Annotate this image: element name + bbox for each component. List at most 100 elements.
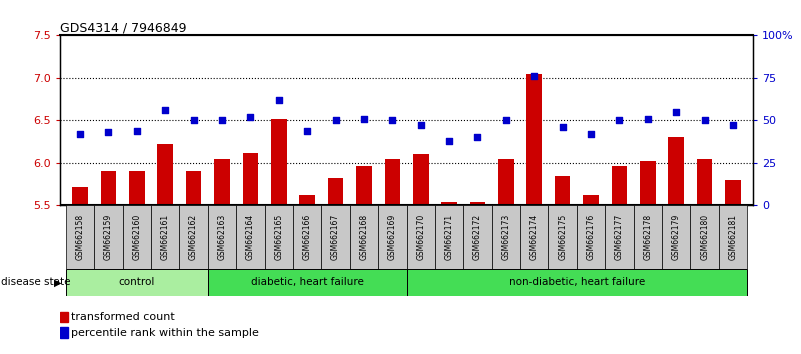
Point	[215, 118, 228, 123]
FancyBboxPatch shape	[406, 205, 435, 269]
Point	[698, 118, 711, 123]
Bar	[129, 171, 144, 205]
Bar	[72, 187, 88, 205]
Point	[131, 128, 143, 133]
Bar	[526, 74, 542, 205]
Bar	[60, 312, 68, 322]
Point	[556, 124, 569, 130]
FancyBboxPatch shape	[151, 205, 179, 269]
Text: GSM662168: GSM662168	[360, 214, 368, 260]
Bar	[725, 180, 741, 205]
Bar	[186, 171, 201, 205]
Bar	[271, 119, 287, 205]
FancyBboxPatch shape	[293, 205, 321, 269]
FancyBboxPatch shape	[406, 269, 747, 296]
Bar	[612, 166, 627, 205]
Point	[500, 118, 513, 123]
Bar	[157, 144, 173, 205]
Text: GSM662177: GSM662177	[615, 214, 624, 260]
Bar	[384, 159, 400, 205]
FancyBboxPatch shape	[350, 205, 378, 269]
FancyBboxPatch shape	[577, 205, 606, 269]
Text: GSM662174: GSM662174	[529, 214, 539, 260]
Point	[300, 128, 313, 133]
Point	[443, 138, 456, 144]
FancyBboxPatch shape	[236, 205, 264, 269]
Text: disease state: disease state	[1, 277, 70, 287]
FancyBboxPatch shape	[378, 205, 406, 269]
FancyBboxPatch shape	[549, 205, 577, 269]
Text: GSM662172: GSM662172	[473, 214, 482, 260]
FancyBboxPatch shape	[179, 205, 207, 269]
FancyBboxPatch shape	[66, 269, 207, 296]
Point	[244, 114, 257, 120]
FancyBboxPatch shape	[634, 205, 662, 269]
Point	[74, 131, 87, 137]
Bar	[583, 195, 599, 205]
FancyBboxPatch shape	[463, 205, 492, 269]
Text: GSM662160: GSM662160	[132, 214, 141, 260]
Point	[159, 107, 171, 113]
Text: GSM662179: GSM662179	[672, 214, 681, 260]
Bar	[498, 159, 513, 205]
Point	[471, 135, 484, 140]
Text: GSM662175: GSM662175	[558, 214, 567, 260]
FancyBboxPatch shape	[606, 205, 634, 269]
FancyBboxPatch shape	[95, 205, 123, 269]
Point	[528, 73, 541, 79]
FancyBboxPatch shape	[321, 205, 350, 269]
Text: GSM662169: GSM662169	[388, 214, 396, 260]
Bar	[243, 153, 258, 205]
FancyBboxPatch shape	[718, 205, 747, 269]
Text: GSM662178: GSM662178	[643, 214, 652, 260]
Text: GSM662170: GSM662170	[417, 214, 425, 260]
Text: GDS4314 / 7946849: GDS4314 / 7946849	[60, 21, 187, 34]
Text: GSM662158: GSM662158	[75, 214, 84, 260]
Text: GSM662164: GSM662164	[246, 214, 255, 260]
Text: GSM662173: GSM662173	[501, 214, 510, 260]
FancyBboxPatch shape	[66, 205, 95, 269]
Point	[585, 131, 598, 137]
Point	[357, 116, 370, 121]
Point	[670, 109, 682, 115]
Text: GSM662166: GSM662166	[303, 214, 312, 260]
Point	[613, 118, 626, 123]
Text: GSM662176: GSM662176	[586, 214, 596, 260]
Text: GSM662161: GSM662161	[161, 214, 170, 260]
Point	[272, 97, 285, 103]
Bar	[697, 159, 712, 205]
Bar	[214, 159, 230, 205]
FancyBboxPatch shape	[520, 205, 549, 269]
Bar	[328, 178, 344, 205]
Bar	[300, 195, 315, 205]
Text: GSM662162: GSM662162	[189, 214, 198, 260]
Bar	[356, 166, 372, 205]
Bar	[640, 161, 656, 205]
Text: control: control	[119, 277, 155, 287]
Point	[727, 122, 739, 128]
FancyBboxPatch shape	[435, 205, 463, 269]
Text: non-diabetic, heart failure: non-diabetic, heart failure	[509, 277, 645, 287]
FancyBboxPatch shape	[662, 205, 690, 269]
Point	[642, 116, 654, 121]
Text: GSM662163: GSM662163	[217, 214, 227, 260]
Bar	[555, 176, 570, 205]
Text: GSM662159: GSM662159	[104, 214, 113, 260]
Point	[414, 122, 427, 128]
Bar	[413, 154, 429, 205]
Point	[187, 118, 200, 123]
Text: GSM662167: GSM662167	[331, 214, 340, 260]
Text: diabetic, heart failure: diabetic, heart failure	[251, 277, 364, 287]
Bar	[60, 327, 68, 338]
Text: percentile rank within the sample: percentile rank within the sample	[71, 328, 260, 338]
Point	[102, 130, 115, 135]
Point	[329, 118, 342, 123]
Bar	[101, 171, 116, 205]
Text: GSM662171: GSM662171	[445, 214, 453, 260]
Text: GSM662180: GSM662180	[700, 214, 709, 260]
Bar	[441, 202, 457, 205]
Bar	[469, 202, 485, 205]
FancyBboxPatch shape	[264, 205, 293, 269]
Text: GSM662165: GSM662165	[274, 214, 284, 260]
FancyBboxPatch shape	[492, 205, 520, 269]
